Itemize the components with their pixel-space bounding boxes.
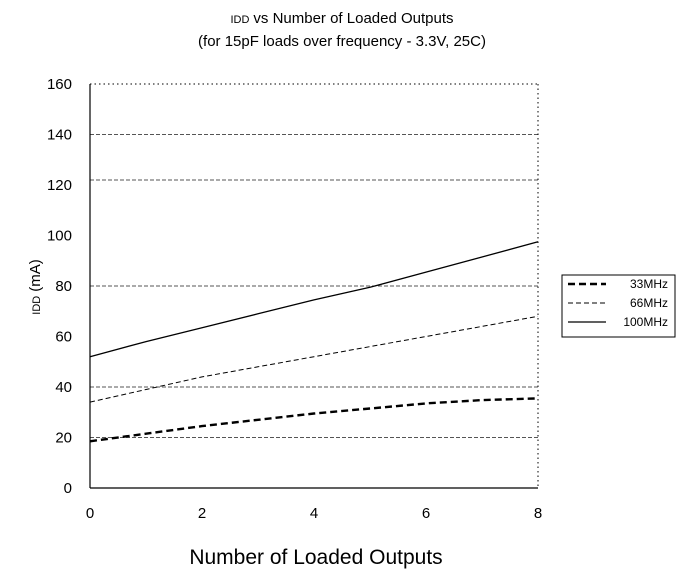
chart-subtitle: (for 15pF loads over frequency - 3.3V, 2… — [198, 33, 486, 50]
legend: 33MHz 66MHz 100MHz — [561, 274, 676, 338]
legend-label-66MHz: 66MHz — [630, 296, 668, 310]
legend-label-33MHz: 33MHz — [630, 277, 668, 291]
y-tick-label-0: 0 — [64, 480, 72, 497]
legend-box — [561, 274, 676, 338]
y-tick-label-40: 40 — [55, 379, 72, 396]
y-tick-label-100: 100 — [47, 228, 72, 245]
x-tick-label-0: 0 — [86, 505, 94, 522]
y-axis-unit: (mA) — [27, 259, 44, 292]
y-tick-label-160: 160 — [47, 76, 72, 93]
legend-items: 33MHz 66MHz 100MHz — [568, 277, 668, 329]
y-tick-label-20: 20 — [55, 430, 72, 447]
series-layer — [89, 241, 539, 443]
series-line-100MHz — [89, 241, 539, 358]
y-axis-symbol: IDD — [31, 296, 43, 315]
y-tick-label-120: 120 — [47, 177, 72, 194]
grid-layer — [90, 83, 538, 438]
y-tick-label-60: 60 — [55, 329, 72, 346]
series-line-66MHz — [89, 315, 539, 403]
x-tick-label-2: 2 — [198, 505, 206, 522]
plot-frame — [89, 84, 539, 489]
x-axis-title: Number of Loaded Outputs — [189, 546, 442, 569]
title-text: vs Number of Loaded Outputs — [253, 10, 453, 27]
x-tick-label-8: 8 — [534, 505, 542, 522]
y-tick-label-80: 80 — [55, 278, 72, 295]
chart-title: IDD vs Number of Loaded Outputs — [230, 10, 453, 27]
x-tick-label-4: 4 — [310, 505, 318, 522]
y-axis-title: IDD (mA) — [27, 259, 44, 314]
title-symbol: IDD — [230, 14, 249, 26]
series-line-33MHz — [89, 397, 539, 443]
legend-label-100MHz: 100MHz — [623, 315, 668, 329]
x-tick-label-6: 6 — [422, 505, 430, 522]
y-tick-label-140: 140 — [47, 127, 72, 144]
tick-labels: 0 20 40 60 80 100 120 140 160 0 2 4 6 8 — [47, 76, 542, 522]
